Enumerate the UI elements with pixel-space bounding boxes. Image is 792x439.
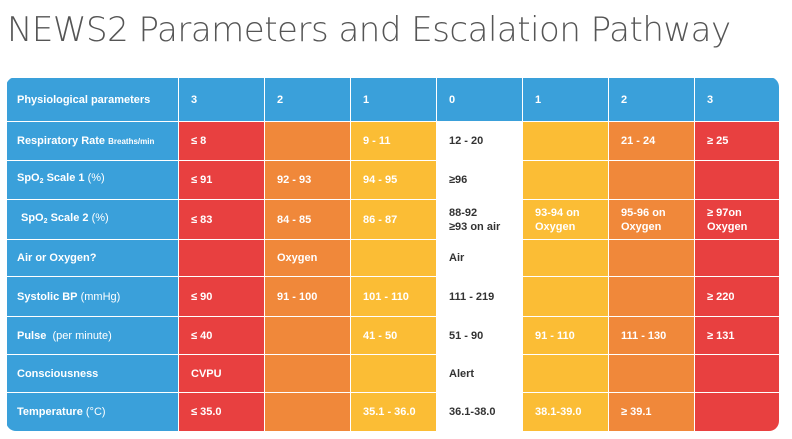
cell-score-3: ≤ 8 [178,121,265,161]
header-score: 3 [178,77,265,122]
row-label-unit: (°C) [82,406,106,418]
row-label-rest: Scale 1 [43,172,88,184]
cell-score-1 [522,239,609,277]
cell-score-2 [264,121,351,161]
row-label-text: SpO [17,172,40,184]
row-label: Systolic BP (mmHg) [6,276,179,317]
cell-score-2 [264,354,351,393]
cell-score-1: 101 - 110 [350,276,437,317]
cell-score-0: 88-92 ≥93 on air [436,199,523,240]
header-score: 3 [694,77,779,122]
row-label: Consciousness [6,354,179,393]
cell-score-1: 38.1-39.0 [522,392,609,431]
cell-score-1: 35.1 - 36.0 [350,392,437,431]
cell-score-3 [178,239,265,277]
header-label: Physiological parameters [6,77,179,122]
cell-score-3: ≤ 91 [178,160,265,200]
cell-score-1: 9 - 11 [350,121,437,161]
cell-score-0: Alert [436,354,523,393]
cell-score-0: 51 - 90 [436,316,523,355]
cell-score-2 [608,276,695,317]
row-spo2-scale-2: SpO2 Scale 2 (%) ≤ 83 84 - 85 86 - 87 88… [6,199,779,240]
header-row: Physiological parameters 3 2 1 0 1 2 3 [6,77,779,122]
header-score: 1 [350,77,437,122]
header-score: 2 [264,77,351,122]
news2-table: Physiological parameters 3 2 1 0 1 2 3 R… [6,77,779,431]
cell-score-1 [522,354,609,393]
cell-score-0: 36.1-38.0 [436,392,523,431]
cell-score-2 [264,392,351,431]
cell-score-2 [264,316,351,355]
row-label-unit: (per minute) [46,329,112,342]
header-score: 2 [608,77,695,122]
cell-score-0: 12 - 20 [436,121,523,161]
cell-score-1 [350,354,437,393]
cell-score-3: ≥ 97on Oxygen [694,199,779,240]
row-label-text: Pulse [17,329,47,342]
row-label: Pulse (per minute) [6,316,179,355]
cell-score-3: ≥ 220 [694,276,779,317]
row-label-sub: 2 [43,217,48,225]
cell-score-3 [694,392,779,431]
cell-score-2 [608,160,695,200]
row-respiratory-rate: Respiratory Rate Breaths/min ≤ 8 9 - 11 … [6,121,779,161]
header-score: 0 [436,77,523,122]
row-label-sub: 2 [39,178,44,185]
cell-score-3 [694,239,779,277]
cell-score-0: 111 - 219 [436,276,523,317]
row-temperature: Temperature (°C) ≤ 35.0 35.1 - 36.0 36.1… [6,392,779,431]
cell-score-1 [522,121,609,161]
cell-score-1 [522,160,609,200]
row-label: Air or Oxygen? [6,239,179,277]
cell-score-1: 41 - 50 [350,316,437,355]
cell-score-2: 84 - 85 [264,199,351,240]
cell-score-3: ≥ 131 [694,316,779,355]
cell-score-1: 86 - 87 [350,199,437,240]
cell-score-2: 91 - 100 [264,276,351,317]
header-score: 1 [522,77,609,122]
row-label-unit: (mmHg) [77,290,121,303]
cell-score-3 [694,354,779,393]
row-spo2-scale-1: SpO2 Scale 1 (%) ≤ 91 92 - 93 94 - 95 ≥9… [6,160,779,200]
row-label: Temperature (°C) [6,392,179,431]
cell-score-3: ≤ 40 [178,316,265,355]
cell-score-0: ≥96 [436,160,523,200]
cell-score-2 [608,354,695,393]
row-pulse: Pulse (per minute) ≤ 40 41 - 50 51 - 90 … [6,316,779,355]
page-title: NEWS2 Parameters and Escalation Pathway [7,10,731,50]
row-air-or-oxygen: Air or Oxygen? Oxygen Air [6,239,779,277]
cell-score-2: 21 - 24 [608,121,695,161]
cell-score-1: 94 - 95 [350,160,437,200]
row-label-unit: (%) [87,172,105,184]
row-label-text: Temperature [17,406,83,418]
cell-score-3 [694,160,779,200]
cell-score-2: Oxygen [264,239,351,277]
row-label: SpO2 Scale 1 (%) [6,160,179,200]
row-label: SpO2 Scale 2 (%) [6,199,179,240]
cell-score-3: CVPU [178,354,265,393]
cell-score-0: Air [436,239,523,277]
cell-score-1: 91 - 110 [522,316,609,355]
row-label-text: Systolic BP [17,290,78,303]
row-systolic-bp: Systolic BP (mmHg) ≤ 90 91 - 100 101 - 1… [6,276,779,317]
cell-score-1 [350,239,437,277]
cell-score-1: 93-94 on Oxygen [522,199,609,240]
cell-score-3: ≤ 90 [178,276,265,317]
row-label-text: SpO [21,211,44,224]
cell-score-2: 92 - 93 [264,160,351,200]
row-label-unit: Breaths/min [108,136,155,146]
cell-score-3: ≥ 25 [694,121,779,161]
row-label-unit: (%) [91,211,109,224]
cell-score-3: ≤ 83 [178,199,265,240]
row-label-rest: Scale 2 [47,211,92,224]
row-label-text: Respiratory Rate [17,134,106,147]
cell-score-2: 95-96 on Oxygen [608,199,695,240]
cell-score-3: ≤ 35.0 [178,392,265,431]
row-label: Respiratory Rate Breaths/min [6,121,179,161]
cell-score-1 [522,276,609,317]
cell-score-2: ≥ 39.1 [608,392,695,431]
cell-score-2: 111 - 130 [608,316,695,355]
cell-score-2 [608,239,695,277]
row-consciousness: Consciousness CVPU Alert [6,354,779,393]
